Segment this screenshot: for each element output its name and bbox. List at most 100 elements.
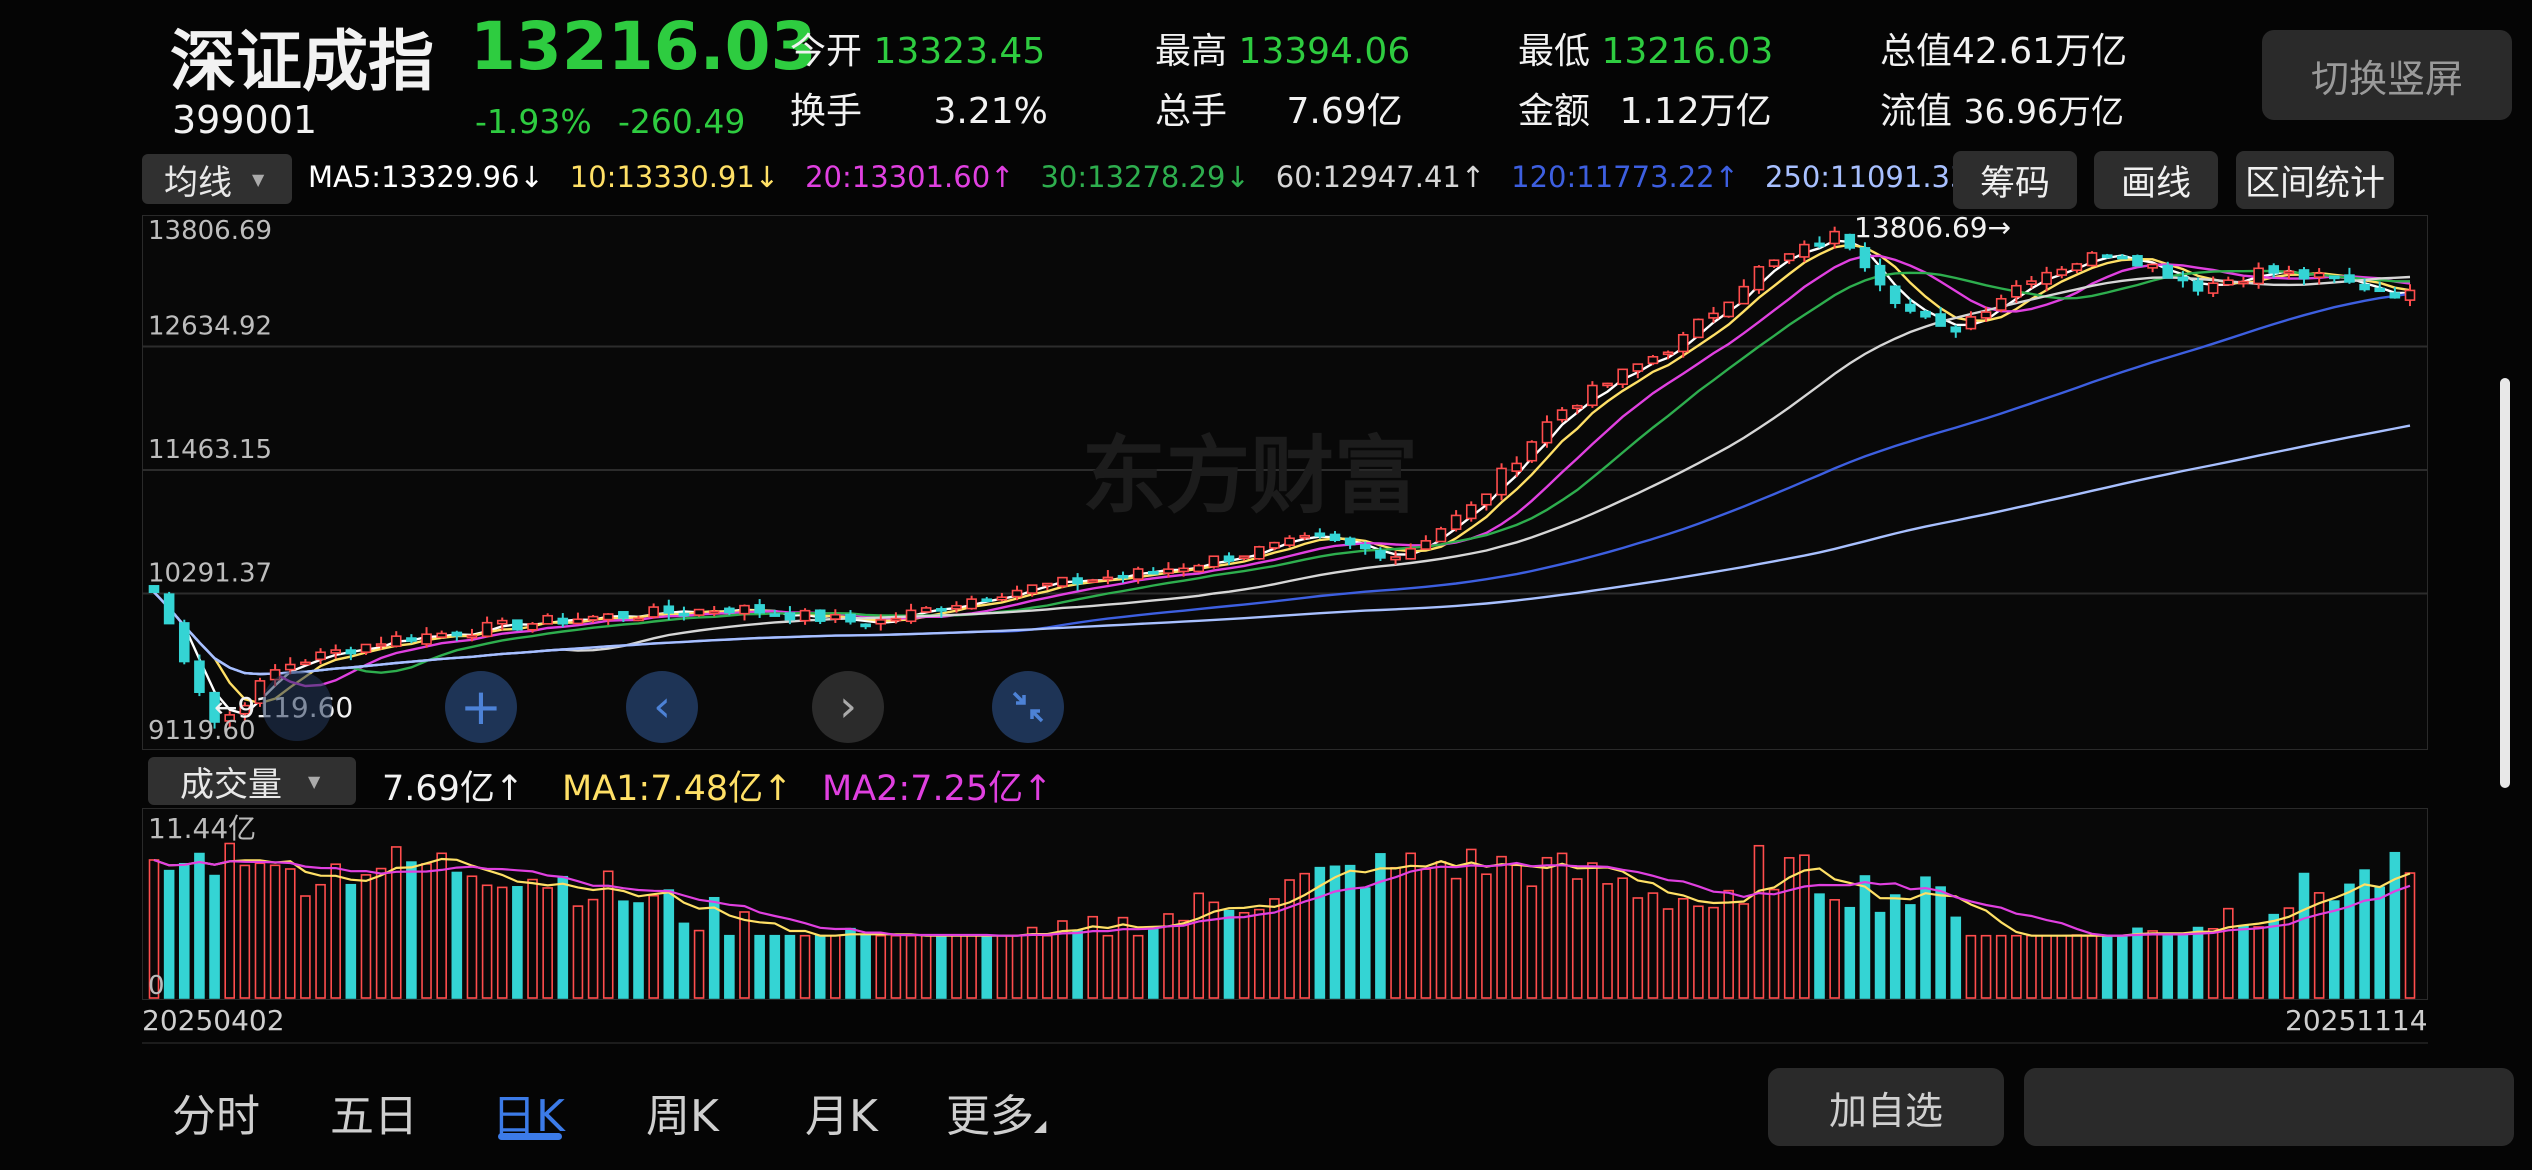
volume-bar [1980,934,1992,999]
stat-volume-value: 7.69亿 [1286,91,1403,132]
candle-body [845,613,856,623]
candle-body [1481,493,1492,506]
trade-button-obscured[interactable] [2024,1068,2514,1146]
volume-bar [1723,889,1734,999]
switch-portrait-button[interactable]: 切换竖屏 [2262,30,2512,120]
candle-body [557,617,569,625]
candle-body [1874,264,1886,286]
candle-body [1587,384,1598,407]
range-stat-button[interactable]: 区间统计 [2236,151,2394,209]
zoom-in-button[interactable]: + [445,671,517,743]
price-axis-tick: 11463.15 [148,435,272,465]
volume-bar [1511,864,1522,999]
volume-bar [981,934,993,999]
collapse-button[interactable] [992,671,1064,743]
candle-body [239,704,251,715]
candle-body [1814,242,1825,247]
volume-bar [2344,883,2355,999]
candle-body [1602,382,1613,387]
candle-body [708,610,720,615]
candle-body [360,643,372,654]
volume-bar [1602,883,1613,999]
volume-bar [1738,903,1750,999]
volume-bar [1390,866,1401,999]
change-percent: -1.93% [475,102,592,141]
stat-high-value: 13394.06 [1238,31,1411,72]
candle-body [1132,568,1144,580]
tab-monthly-k[interactable]: 月K [805,1091,878,1142]
volume-bar [178,862,190,999]
candle-body [1420,540,1432,550]
volume-bar [1178,919,1189,999]
candle-body [648,606,659,618]
tab-five-day[interactable]: 五日 [330,1091,418,1142]
volume-bar [2389,851,2401,999]
chevron-right-icon: › [839,681,857,732]
volume-dropdown[interactable]: 成交量 ▼ [148,757,356,805]
add-watchlist-button[interactable]: 加自选 [1768,1068,2004,1146]
volume-bar [284,868,296,999]
candle-body [633,617,644,622]
nav-prev-ghost-button[interactable] [262,671,332,741]
chips-button[interactable]: 筹码 [1953,151,2077,209]
candle-body [602,613,614,621]
volume-bar [1859,875,1871,999]
ma-dropdown[interactable]: 均线 ▼ [142,154,292,204]
active-tab-underline [498,1133,562,1140]
volume-bar [1057,920,1068,999]
price-axis-tick: 12634.92 [148,311,272,341]
volume-bar [1662,908,1674,999]
candle-body [2268,265,2280,274]
volume-bar [2238,925,2249,999]
candle-body [2359,283,2370,291]
scroll-right-button[interactable]: › [812,671,884,743]
volume-bar [1405,852,1416,999]
volume-bar [1163,913,1174,999]
candle-body [1768,259,1780,267]
tab-weekly-k[interactable]: 周K [646,1091,719,1142]
candle-body [663,605,675,614]
tab-intraday[interactable]: 分时 [172,1091,260,1142]
candle-body [587,615,599,621]
stat-mktcap: 总值42.61万亿 [1880,22,2127,74]
ma-line [153,424,2411,676]
scroll-left-button[interactable]: ‹ [626,671,698,743]
ma-legend-item: MA5:13329.96↓ [308,160,544,194]
candle-body [1980,311,1992,319]
draw-line-button[interactable]: 画线 [2094,151,2218,209]
candle-body [2313,272,2325,278]
candle-body [724,607,735,614]
tab-more[interactable]: 更多◢ [946,1080,1046,1144]
candle-body [1193,564,1205,573]
scroll-indicator[interactable] [2500,378,2510,788]
volume-bar [1556,852,1568,999]
candle-body [345,649,357,655]
price-axis-tick: 13806.69 [148,216,272,246]
candle-body [1435,528,1447,543]
stat-float-label: 流值 [1880,91,1953,132]
candle-body [406,637,417,642]
candle-body [1799,243,1810,258]
volume-bar [966,934,977,999]
candle-body [1117,574,1129,579]
price-chart[interactable]: 东方财富 13806.69 12634.92 11463.15 10291.37 911… [142,215,2428,750]
stat-low-value: 13216.03 [1601,31,1774,72]
candle-body [512,619,523,631]
candle-body [436,632,447,638]
volume-bar [587,898,599,999]
candle-body [1284,537,1295,546]
volume-bar [2117,934,2128,999]
volume-chart[interactable]: 11.44亿 0 [142,808,2428,1000]
volume-bar [1874,911,1886,999]
volume-bar [920,934,932,999]
divider [142,1042,2428,1044]
chevron-left-icon: ‹ [653,681,671,732]
candle-body [1541,421,1553,444]
candle-body [2328,275,2340,280]
volume-bar [648,894,659,999]
candle-body [905,609,917,623]
volume-ma2: MA2:7.25亿↑ [822,769,1053,809]
candle-body [2101,254,2113,258]
index-code: 399001 [172,98,318,142]
candle-body [678,612,690,617]
